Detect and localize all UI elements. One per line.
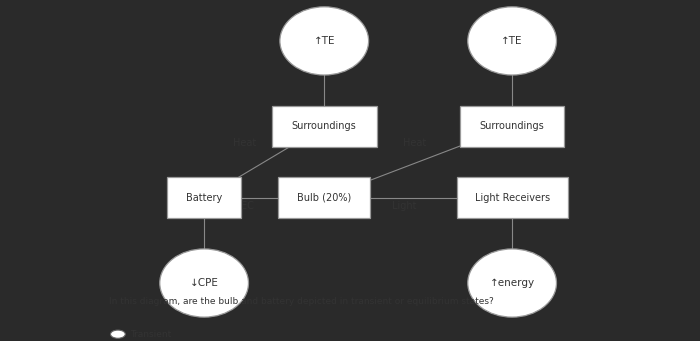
Text: Surroundings: Surroundings	[480, 121, 545, 131]
FancyBboxPatch shape	[460, 106, 564, 147]
Text: Battery: Battery	[186, 193, 222, 203]
FancyBboxPatch shape	[278, 177, 370, 218]
Text: Transient: Transient	[130, 330, 172, 339]
Ellipse shape	[160, 249, 248, 317]
Ellipse shape	[280, 7, 369, 75]
Text: Heat: Heat	[402, 138, 426, 148]
Text: Light Receivers: Light Receivers	[475, 193, 550, 203]
FancyBboxPatch shape	[272, 106, 377, 147]
Text: EC: EC	[241, 201, 253, 211]
Text: ↑energy: ↑energy	[489, 278, 535, 288]
Text: ↑TE: ↑TE	[501, 36, 523, 46]
Text: Bulb (20%): Bulb (20%)	[297, 193, 351, 203]
Ellipse shape	[468, 249, 556, 317]
FancyBboxPatch shape	[456, 177, 568, 218]
Circle shape	[111, 330, 125, 338]
Text: In this diagram, are the bulb and battery depicted in transient or equilibrium s: In this diagram, are the bulb and batter…	[108, 297, 493, 306]
Text: ↓CPE: ↓CPE	[190, 278, 218, 288]
Ellipse shape	[468, 7, 556, 75]
Text: Heat: Heat	[233, 138, 256, 148]
Text: ↑TE: ↑TE	[314, 36, 335, 46]
Text: Light: Light	[392, 201, 416, 211]
FancyBboxPatch shape	[167, 177, 241, 218]
Text: Surroundings: Surroundings	[292, 121, 356, 131]
